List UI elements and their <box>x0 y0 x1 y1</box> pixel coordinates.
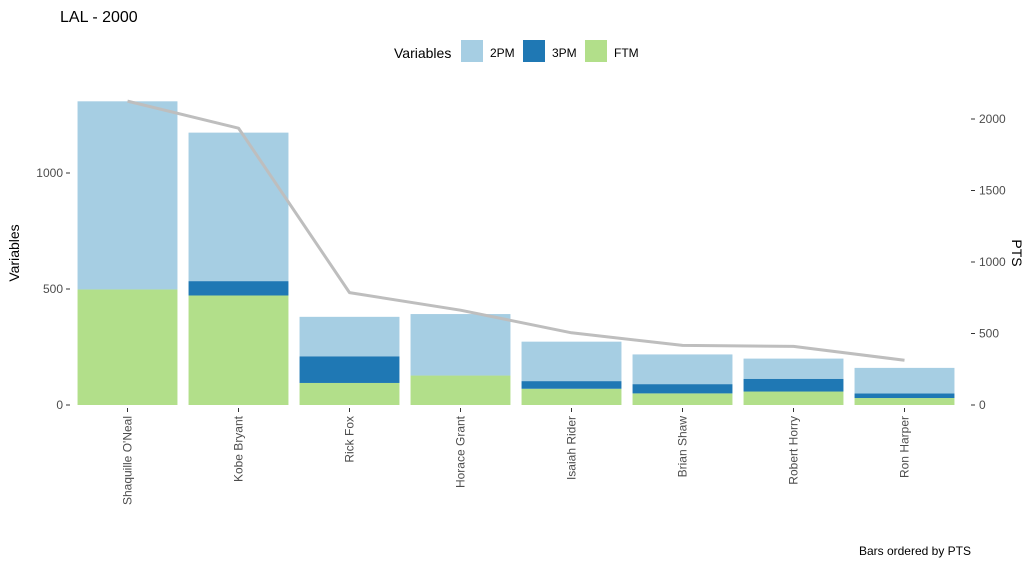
legend-label-3pm: 3PM <box>552 46 577 60</box>
bar-2pm <box>299 316 400 357</box>
legend: Variables 2PM 3PM FTM <box>394 40 639 62</box>
chart-caption: Bars ordered by PTS <box>859 544 971 558</box>
bar-2pm <box>521 341 622 382</box>
bar-2pm <box>854 367 955 394</box>
x-axis: Shaquille O'Neal Kobe Bryant Rick Fox Horac… <box>121 408 912 505</box>
right-tick-label: 1000 <box>979 255 1006 269</box>
bar-ftm <box>410 375 511 405</box>
y-axis-label-right: PTS <box>1009 239 1025 266</box>
legend-items: 2PM 3PM FTM <box>461 40 639 62</box>
bar-2pm <box>77 101 178 290</box>
legend-label-ftm: FTM <box>614 46 639 60</box>
y-axis-label-left: Variables <box>6 224 22 281</box>
legend-swatch-ftm <box>585 40 607 62</box>
legend-label-2pm: 2PM <box>490 46 515 60</box>
left-tick-label: 0 <box>56 398 63 412</box>
bar-3pm <box>188 281 289 296</box>
bar-3pm <box>632 384 733 394</box>
bar-2pm <box>632 354 733 385</box>
bar-3pm <box>743 378 844 392</box>
x-tick-label: Horace Grant <box>454 415 468 488</box>
right-tick-label: 2000 <box>979 112 1006 126</box>
left-tick-label: 500 <box>43 282 63 296</box>
chart-title: LAL - 2000 <box>60 9 138 26</box>
right-tick-label: 0 <box>979 398 986 412</box>
bars <box>77 101 955 405</box>
legend-swatch-3pm <box>523 40 545 62</box>
bar-2pm <box>410 314 511 376</box>
bar-2pm <box>743 358 844 379</box>
x-tick-label: Rick Fox <box>343 416 357 463</box>
legend-swatch-2pm <box>461 40 483 62</box>
bar-ftm <box>743 391 844 405</box>
x-tick-label: Isaiah Rider <box>565 416 579 480</box>
bar-ftm <box>521 388 622 405</box>
x-tick-label: Robert Horry <box>787 416 801 485</box>
bar-ftm <box>77 289 178 405</box>
left-axis: 0 500 1000 <box>36 166 70 412</box>
bar-ftm <box>854 398 955 405</box>
pts-line <box>127 99 905 362</box>
bar-3pm <box>299 356 400 383</box>
bar-ftm <box>632 393 733 405</box>
bar-2pm <box>188 132 289 282</box>
bar-ftm <box>299 382 400 405</box>
right-tick-label: 500 <box>979 327 999 341</box>
x-tick-label: Brian Shaw <box>676 416 690 478</box>
bar-3pm <box>521 381 622 389</box>
x-tick-label: Shaquille O'Neal <box>121 416 135 505</box>
x-tick-label: Kobe Bryant <box>232 415 246 482</box>
right-tick-label: 1500 <box>979 184 1006 198</box>
plot-area <box>77 99 955 405</box>
right-axis: 0 500 1000 1500 2000 <box>971 112 1006 412</box>
bar-3pm <box>854 393 955 399</box>
legend-title: Variables <box>394 45 451 61</box>
bar-ftm <box>188 295 289 405</box>
left-tick-label: 1000 <box>36 166 63 180</box>
x-tick-label: Ron Harper <box>898 416 912 478</box>
